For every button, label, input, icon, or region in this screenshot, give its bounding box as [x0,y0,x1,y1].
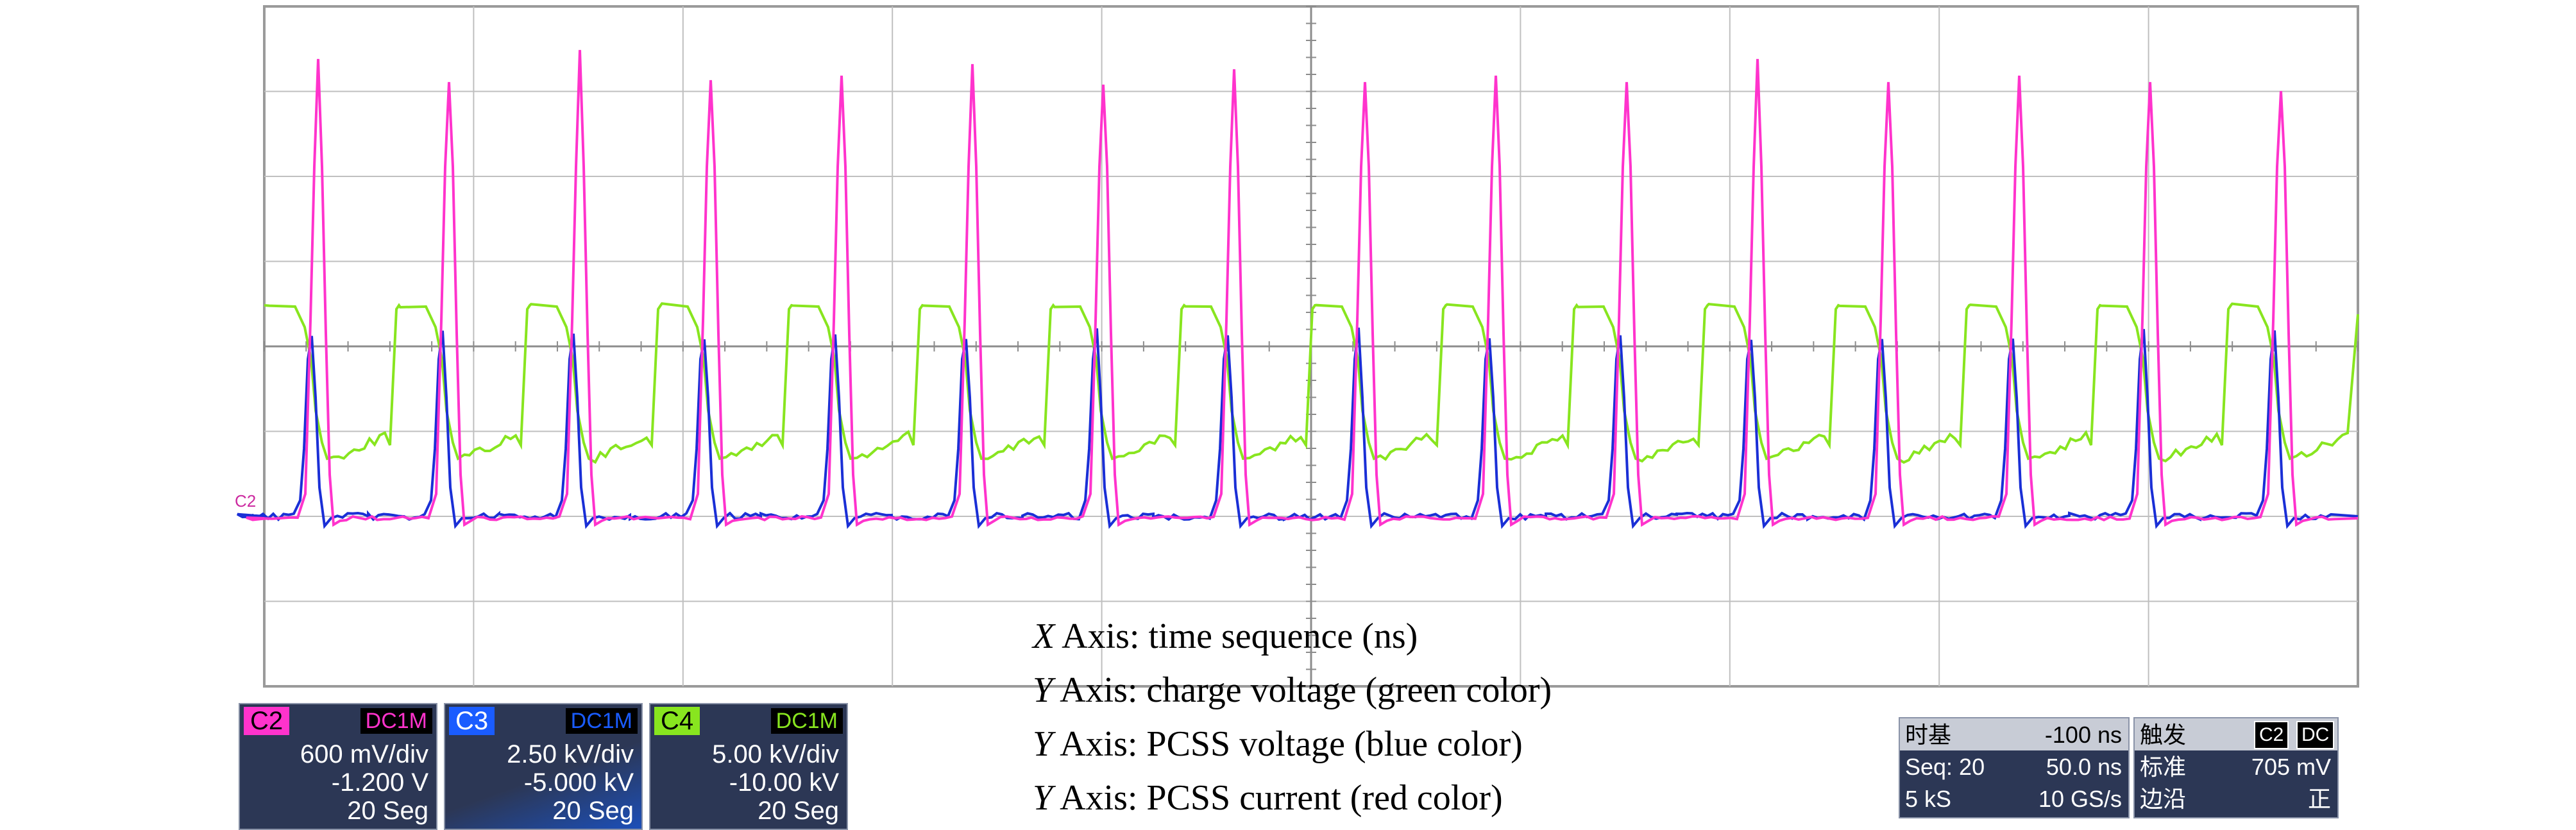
trigger-level: 705 mV [2251,754,2331,780]
trigger-coupling-badge: DC [2296,721,2335,749]
caption-pcss-current: Y Axis: PCSS current (red color) [1033,778,1503,818]
trigger-edge-label: 边沿 [2140,786,2187,812]
channel-c2-coupling: DC1M [360,708,432,734]
timebase-per-div: 50.0 ns [2046,754,2122,780]
channel-c3-panel[interactable]: C3 DC1M 2.50 kV/div -5.000 kV 20 Seg [444,703,643,830]
channel-c4-scale: 5.00 kV/div [712,740,839,768]
pcss-current-trace [246,49,2359,527]
channel-c4-segments: 20 Seg [758,797,839,825]
channel-c3-offset: -5.000 kV [523,768,634,797]
waveform-traces [237,49,2359,529]
timebase-header [1900,718,2128,750]
channel-c2-offset: -1.200 V [331,768,428,797]
channel-c3-scale: 2.50 kV/div [507,740,634,768]
timebase-label: 时基 [1905,722,1952,748]
caption-charge-voltage: Y Axis: charge voltage (green color) [1033,670,1552,710]
channel-c2-segments: 20 Seg [347,797,428,825]
channel-c4-panel[interactable]: C4 DC1M 5.00 kV/div -10.00 kV 20 Seg [649,703,848,830]
channel-c3-coupling: DC1M [565,708,638,734]
channel-c4-tag: C4 [654,707,700,735]
caption-x-axis: X Axis: time sequence (ns) [1033,616,1418,656]
caption-pcss-voltage: Y Axis: PCSS voltage (blue color) [1033,724,1523,764]
channel-c4-offset: -10.00 kV [729,768,839,797]
channel-c3-tag: C3 [449,707,495,735]
timebase-samples: 5 kS [1905,786,1952,812]
timebase-rate: 10 GS/s [2038,786,2122,812]
trigger-source-badge: C2 [2254,721,2289,749]
trigger-mode: 标准 [2140,754,2187,780]
channel-c4-coupling: DC1M [770,708,843,734]
trigger-label: 触发 [2140,722,2187,748]
channel-marker-label: C2 [235,491,256,511]
channel-c2-tag: C2 [244,707,290,735]
channel-c2-panel[interactable]: C2 DC1M 600 mV/div -1.200 V 20 Seg [239,703,437,830]
channel-c3-segments: 20 Seg [552,797,634,825]
channel-c2-scale: 600 mV/div [300,740,428,768]
trigger-slope: 正 [2307,786,2331,812]
timebase-delay: -100 ns [2044,722,2122,748]
timebase-panel[interactable]: 时基 -100 ns Seq: 20 50.0 ns 5 kS 10 GS/s [1899,717,2130,818]
trigger-panel[interactable]: 触发 C2 DC 标准 705 mV 边沿 正 [2133,717,2339,818]
timebase-seq: Seq: 20 [1905,754,1985,780]
